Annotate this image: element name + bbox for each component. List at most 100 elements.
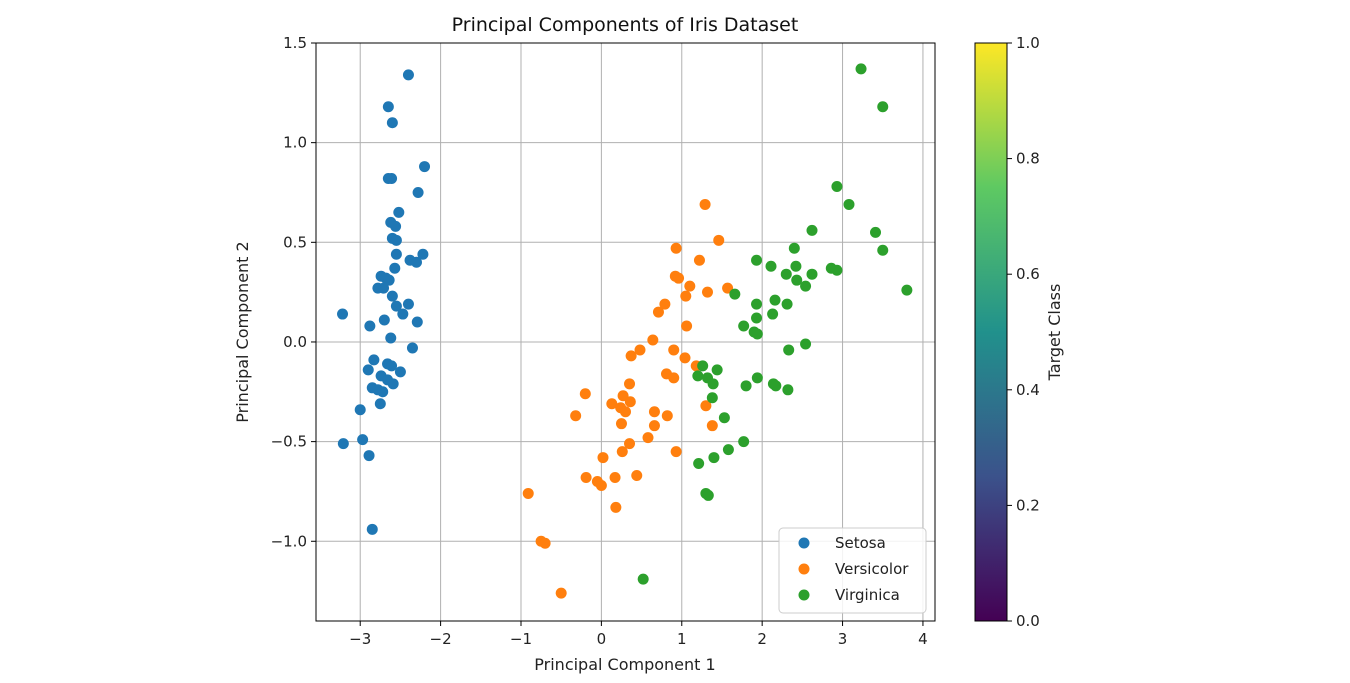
data-point bbox=[782, 384, 794, 396]
colorbar-tick-label: 0.0 bbox=[1016, 612, 1040, 630]
x-tick-label: 4 bbox=[918, 630, 928, 648]
data-point bbox=[679, 352, 691, 364]
legend-marker bbox=[798, 537, 810, 549]
data-point bbox=[652, 306, 664, 318]
data-point bbox=[620, 406, 631, 418]
data-point bbox=[693, 254, 705, 266]
data-point bbox=[788, 242, 800, 254]
data-point bbox=[625, 350, 637, 362]
data-point bbox=[402, 69, 414, 81]
data-point bbox=[366, 523, 378, 535]
data-point bbox=[402, 298, 414, 310]
data-point bbox=[706, 420, 718, 432]
data-point bbox=[382, 101, 394, 113]
data-point bbox=[555, 587, 567, 599]
data-point bbox=[681, 320, 693, 332]
data-point bbox=[692, 370, 704, 382]
data-point bbox=[389, 262, 401, 274]
data-point bbox=[357, 434, 369, 446]
data-point bbox=[718, 412, 730, 424]
x-tick-label: −2 bbox=[430, 630, 452, 648]
data-point bbox=[385, 332, 397, 344]
data-point bbox=[410, 256, 422, 268]
y-axis-label: Principal Component 2 bbox=[233, 241, 252, 422]
data-point bbox=[580, 471, 592, 483]
data-point bbox=[648, 420, 660, 432]
data-point bbox=[767, 308, 779, 320]
data-point bbox=[390, 234, 402, 246]
data-point bbox=[765, 260, 777, 272]
data-point bbox=[386, 290, 398, 302]
data-point bbox=[783, 344, 795, 356]
x-axis-label: Principal Component 1 bbox=[534, 655, 715, 674]
data-point bbox=[901, 284, 913, 296]
data-point bbox=[697, 360, 709, 372]
data-point bbox=[539, 537, 551, 549]
data-point bbox=[634, 344, 646, 356]
data-point bbox=[390, 220, 402, 232]
legend-marker bbox=[798, 563, 810, 575]
data-point bbox=[595, 479, 607, 491]
data-point bbox=[831, 181, 843, 193]
data-point bbox=[616, 446, 628, 458]
legend-label: Virginica bbox=[835, 586, 900, 604]
colorbar-tick-label: 0.4 bbox=[1016, 381, 1040, 399]
data-point bbox=[738, 320, 750, 332]
data-point bbox=[707, 378, 719, 390]
data-point bbox=[831, 264, 843, 276]
data-point bbox=[706, 392, 718, 404]
colorbar-gradient bbox=[975, 43, 1007, 621]
data-point bbox=[624, 378, 636, 390]
data-point bbox=[738, 436, 750, 448]
data-point bbox=[647, 334, 659, 346]
data-point bbox=[699, 198, 711, 210]
data-point bbox=[411, 316, 423, 328]
data-point bbox=[631, 470, 643, 482]
legend-label: Versicolor bbox=[835, 560, 909, 578]
y-tick-label: 1.5 bbox=[283, 34, 307, 52]
data-point bbox=[870, 226, 882, 238]
x-tick-label: −1 bbox=[510, 630, 532, 648]
colorbar: 0.0 0.2 0.4 0.6 0.8 1.0 Target Class bbox=[974, 34, 1064, 630]
x-tick-label: 2 bbox=[757, 630, 767, 648]
data-point bbox=[790, 260, 802, 272]
data-point bbox=[417, 248, 429, 260]
data-point bbox=[337, 308, 349, 320]
data-point bbox=[386, 360, 398, 372]
legend: Setosa Versicolor Virginica bbox=[778, 527, 927, 614]
data-point bbox=[597, 452, 609, 464]
data-point bbox=[617, 390, 629, 402]
legend-box bbox=[778, 527, 927, 614]
x-tick-label: 3 bbox=[838, 630, 848, 648]
data-point bbox=[374, 398, 386, 410]
colorbar-tick-label: 0.8 bbox=[1016, 150, 1040, 168]
data-point bbox=[877, 244, 889, 256]
data-point bbox=[390, 248, 402, 260]
data-point bbox=[378, 314, 390, 326]
data-point bbox=[806, 224, 818, 236]
data-point bbox=[337, 438, 349, 450]
data-point bbox=[806, 268, 818, 280]
data-point bbox=[386, 117, 398, 129]
data-point bbox=[751, 312, 763, 324]
data-point bbox=[684, 280, 696, 292]
data-point bbox=[877, 101, 889, 113]
legend-label: Setosa bbox=[835, 534, 886, 552]
colorbar-frame bbox=[974, 42, 1008, 622]
data-point bbox=[364, 320, 376, 332]
data-point bbox=[412, 186, 424, 198]
plot-frame bbox=[315, 42, 936, 622]
data-point bbox=[780, 268, 792, 280]
data-point bbox=[659, 298, 671, 310]
data-point bbox=[363, 450, 375, 462]
data-point bbox=[673, 272, 685, 284]
data-point bbox=[713, 234, 725, 246]
colorbar-ticks: 0.0 0.2 0.4 0.6 0.8 1.0 bbox=[1007, 34, 1040, 630]
data-point bbox=[606, 398, 618, 410]
legend-marker bbox=[798, 589, 810, 601]
data-point bbox=[637, 573, 649, 585]
y-tick-label: −1.0 bbox=[271, 532, 307, 550]
data-point bbox=[843, 198, 855, 210]
data-point bbox=[609, 471, 621, 483]
colorbar-label: Target Class bbox=[1045, 284, 1064, 382]
